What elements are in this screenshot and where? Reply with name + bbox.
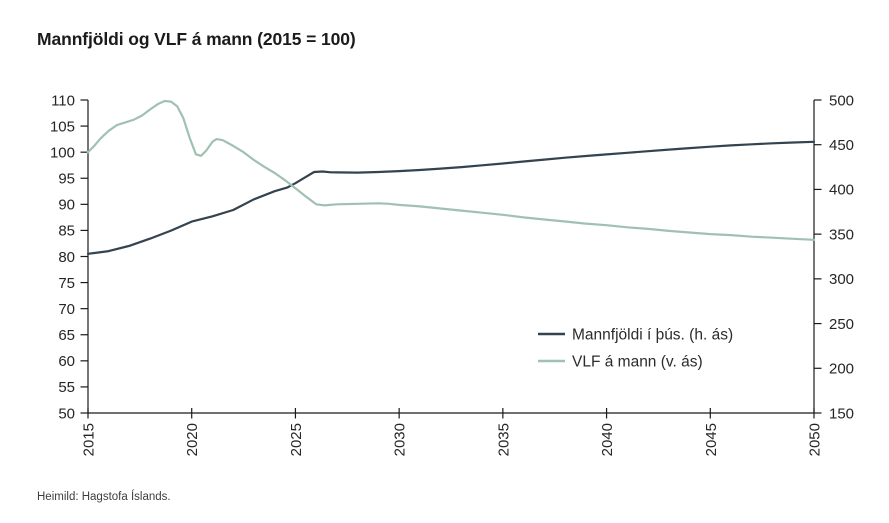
left-tick-label: 105 — [50, 118, 75, 135]
right-tick-label: 450 — [829, 137, 854, 154]
left-tick-label: 55 — [58, 379, 75, 396]
chart-title: Mannfjöldi og VLF á mann (2015 = 100) — [37, 29, 356, 49]
right-tick-label: 300 — [829, 271, 854, 288]
right-axis-ticks: 500 450 400 350 300 250 200 150 — [814, 92, 854, 422]
left-tick-label: 95 — [58, 171, 75, 188]
source-note: Heimild: Hagstofa Íslands. — [37, 491, 171, 503]
legend-label: Mannfjöldi í þús. (h. ás) — [572, 326, 733, 343]
legend-label: VLF á mann (v. ás) — [572, 353, 703, 370]
left-tick-label: 70 — [58, 301, 75, 318]
right-tick-label: 500 — [829, 92, 854, 109]
x-tick-label: 2050 — [807, 423, 824, 456]
right-tick-label: 350 — [829, 226, 854, 243]
series-line-vlf — [86, 99, 816, 241]
x-tick-label: 2045 — [703, 423, 720, 456]
x-tick-label: 2030 — [392, 423, 409, 456]
x-tick-label: 2035 — [495, 423, 512, 456]
left-axis-ticks: 110 105 100 95 90 85 80 75 70 65 60 55 50 — [50, 92, 88, 422]
right-tick-label: 250 — [829, 316, 854, 333]
right-tick-label: 400 — [829, 182, 854, 199]
left-tick-label: 50 — [58, 405, 75, 422]
x-tick-label: 2020 — [184, 423, 201, 456]
right-tick-label: 200 — [829, 361, 854, 378]
legend-entry: VLF á mann (v. ás) — [538, 353, 703, 370]
x-tick-label: 2015 — [81, 423, 98, 456]
x-tick-label: 2025 — [288, 423, 305, 456]
left-tick-label: 100 — [50, 144, 75, 161]
left-tick-label: 80 — [58, 249, 75, 266]
left-tick-label: 60 — [58, 353, 75, 370]
right-tick-label: 150 — [829, 405, 854, 422]
left-tick-label: 90 — [58, 197, 75, 214]
left-tick-label: 75 — [58, 275, 75, 292]
series-line-population — [86, 140, 816, 255]
legend: Mannfjöldi í þús. (h. ás) VLF á mann (v. … — [538, 326, 733, 370]
x-tick-label: 2040 — [599, 423, 616, 456]
x-axis-ticks: 2015 2020 2025 2030 2035 2040 2045 2050 — [81, 408, 824, 456]
left-tick-label: 85 — [58, 223, 75, 240]
left-tick-label: 110 — [51, 92, 75, 109]
legend-entry: Mannfjöldi í þús. (h. ás) — [538, 326, 733, 343]
left-tick-label: 65 — [58, 327, 75, 344]
series-lines — [86, 99, 816, 255]
